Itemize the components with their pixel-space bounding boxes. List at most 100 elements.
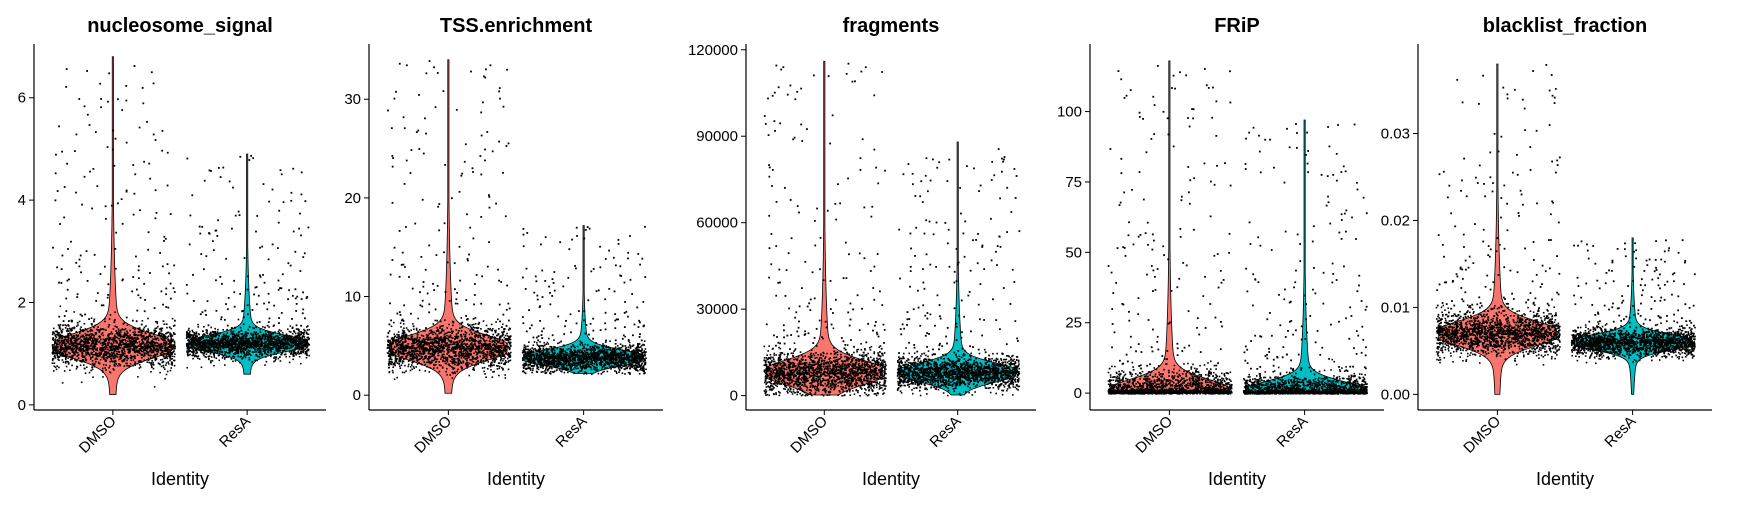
cell-point	[483, 354, 485, 356]
cell-point	[192, 335, 194, 337]
cell-point	[68, 363, 70, 365]
cell-point	[125, 100, 127, 102]
cell-point	[437, 358, 439, 360]
cell-point	[253, 331, 255, 333]
cell-point	[262, 274, 264, 276]
cell-point	[501, 350, 503, 352]
cell-point	[256, 360, 258, 362]
cell-point	[59, 342, 61, 344]
cell-point	[84, 330, 86, 332]
cell-point	[168, 355, 170, 357]
cell-point	[61, 344, 63, 346]
cell-point	[57, 356, 59, 358]
cell-point	[447, 357, 449, 359]
cell-point	[129, 334, 131, 336]
cell-point	[60, 282, 62, 284]
cell-point	[65, 353, 67, 355]
cell-point	[55, 154, 57, 156]
cell-point	[482, 357, 484, 359]
cell-point	[255, 351, 257, 353]
cell-point	[107, 146, 109, 148]
cell-point	[118, 351, 120, 353]
cell-point	[437, 367, 439, 369]
cell-point	[195, 353, 197, 355]
cell-point	[54, 362, 56, 364]
cell-point	[427, 366, 429, 368]
cell-point	[211, 334, 213, 336]
cell-point	[278, 210, 280, 212]
cell-point	[186, 337, 188, 339]
cell-point	[93, 319, 95, 321]
cell-point	[114, 248, 116, 250]
cell-point	[413, 328, 415, 330]
cell-point	[404, 372, 406, 374]
cell-point	[470, 326, 472, 328]
cell-point	[131, 357, 133, 359]
cell-point	[147, 318, 149, 320]
cell-point	[510, 345, 512, 347]
cell-point	[275, 353, 277, 355]
cell-point	[280, 347, 282, 349]
cell-point	[492, 334, 494, 336]
cell-point	[68, 343, 70, 345]
cell-point	[255, 333, 257, 335]
cell-point	[306, 347, 308, 349]
cell-point	[129, 365, 131, 367]
y-tick-label: 6	[18, 90, 26, 107]
cell-point	[201, 346, 203, 348]
cell-point	[148, 346, 150, 348]
cell-point	[232, 349, 234, 351]
cell-point	[87, 334, 89, 336]
cell-point	[451, 358, 453, 360]
cell-point	[207, 347, 209, 349]
cell-point	[261, 341, 263, 343]
cell-point	[150, 341, 152, 343]
cell-point	[296, 328, 298, 330]
cell-point	[270, 356, 272, 358]
cell-point	[300, 351, 302, 353]
cell-point	[116, 332, 118, 334]
cell-point	[165, 345, 167, 347]
cell-point	[126, 317, 128, 319]
cell-point	[188, 351, 190, 353]
cell-point	[80, 344, 82, 346]
cell-point	[291, 318, 293, 320]
cell-point	[301, 341, 303, 343]
cell-point	[79, 349, 81, 351]
cell-point	[257, 350, 259, 352]
cell-point	[415, 357, 417, 359]
cell-point	[239, 342, 241, 344]
cell-point	[485, 353, 487, 355]
cell-point	[243, 351, 245, 353]
cell-point	[150, 357, 152, 359]
cell-point	[120, 355, 122, 357]
cell-point	[163, 367, 165, 369]
cell-point	[138, 331, 140, 333]
cell-point	[205, 255, 207, 257]
cell-point	[223, 337, 225, 339]
cell-point	[150, 362, 152, 364]
cell-point	[417, 318, 419, 320]
cell-point	[391, 325, 393, 327]
cell-point	[278, 289, 280, 291]
cell-point	[131, 290, 133, 292]
cell-point	[300, 343, 302, 345]
cell-point	[134, 342, 136, 344]
cell-point	[150, 346, 152, 348]
cell-point	[447, 361, 449, 363]
cell-point	[80, 337, 82, 339]
cell-point	[404, 365, 406, 367]
cell-point	[162, 130, 164, 132]
cell-point	[168, 346, 170, 348]
cell-point	[68, 320, 70, 322]
cell-point	[86, 366, 88, 368]
cell-point	[72, 344, 74, 346]
cell-point	[133, 340, 135, 342]
cell-point	[103, 304, 105, 306]
cell-point	[266, 347, 268, 349]
cell-point	[238, 211, 240, 213]
cell-point	[242, 343, 244, 345]
cell-point	[73, 351, 75, 353]
cell-point	[491, 358, 493, 360]
cell-point	[209, 355, 211, 357]
